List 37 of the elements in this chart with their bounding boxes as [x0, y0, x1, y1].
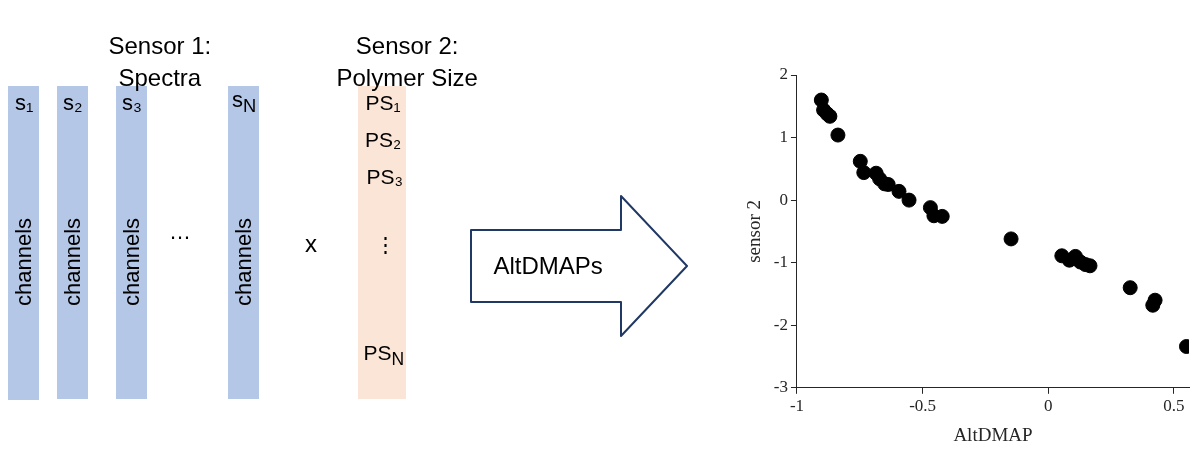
y-tick-label: 2	[779, 64, 788, 84]
text: Sensor 2: Polymer Size	[336, 31, 478, 93]
point	[891, 183, 907, 199]
point	[1145, 297, 1161, 313]
text: s₂	[63, 89, 83, 117]
y-axis-title: sensor 2	[743, 199, 765, 263]
text: …	[169, 218, 191, 246]
x-tick-label: 0	[1044, 396, 1053, 416]
text: x	[305, 229, 317, 259]
y-tick-label: -1	[773, 252, 788, 272]
text: channels	[230, 217, 258, 307]
text: s$_{N}$	[232, 86, 257, 119]
x-tick-label: -0.5	[909, 396, 937, 416]
text: PS$_{N}$	[363, 340, 405, 372]
x-tick-label: 0.5	[1163, 396, 1185, 416]
point	[1003, 231, 1019, 247]
text: s₃	[122, 90, 142, 117]
text: channels	[118, 217, 146, 307]
text: Sensor 1: Spectra	[108, 31, 212, 93]
point	[830, 127, 846, 143]
y-tick-label: -2	[773, 314, 788, 334]
text: PS₁	[365, 91, 401, 116]
point	[901, 192, 917, 208]
point	[1122, 280, 1138, 296]
point	[856, 165, 872, 181]
y-tick-label: 1	[779, 127, 788, 147]
y-tick-label: 0	[779, 189, 788, 209]
y-tick-label: -3	[773, 377, 788, 397]
text: channels	[59, 217, 87, 307]
point	[852, 153, 868, 169]
text: AltDMAPs	[493, 251, 603, 281]
text: ⋮	[374, 232, 396, 258]
text: channels	[10, 217, 38, 307]
text: s₁	[15, 89, 34, 117]
text: PS₃	[366, 164, 404, 190]
text: PS₂	[365, 127, 402, 153]
x-axis-title: AltDMAP	[953, 423, 1033, 445]
